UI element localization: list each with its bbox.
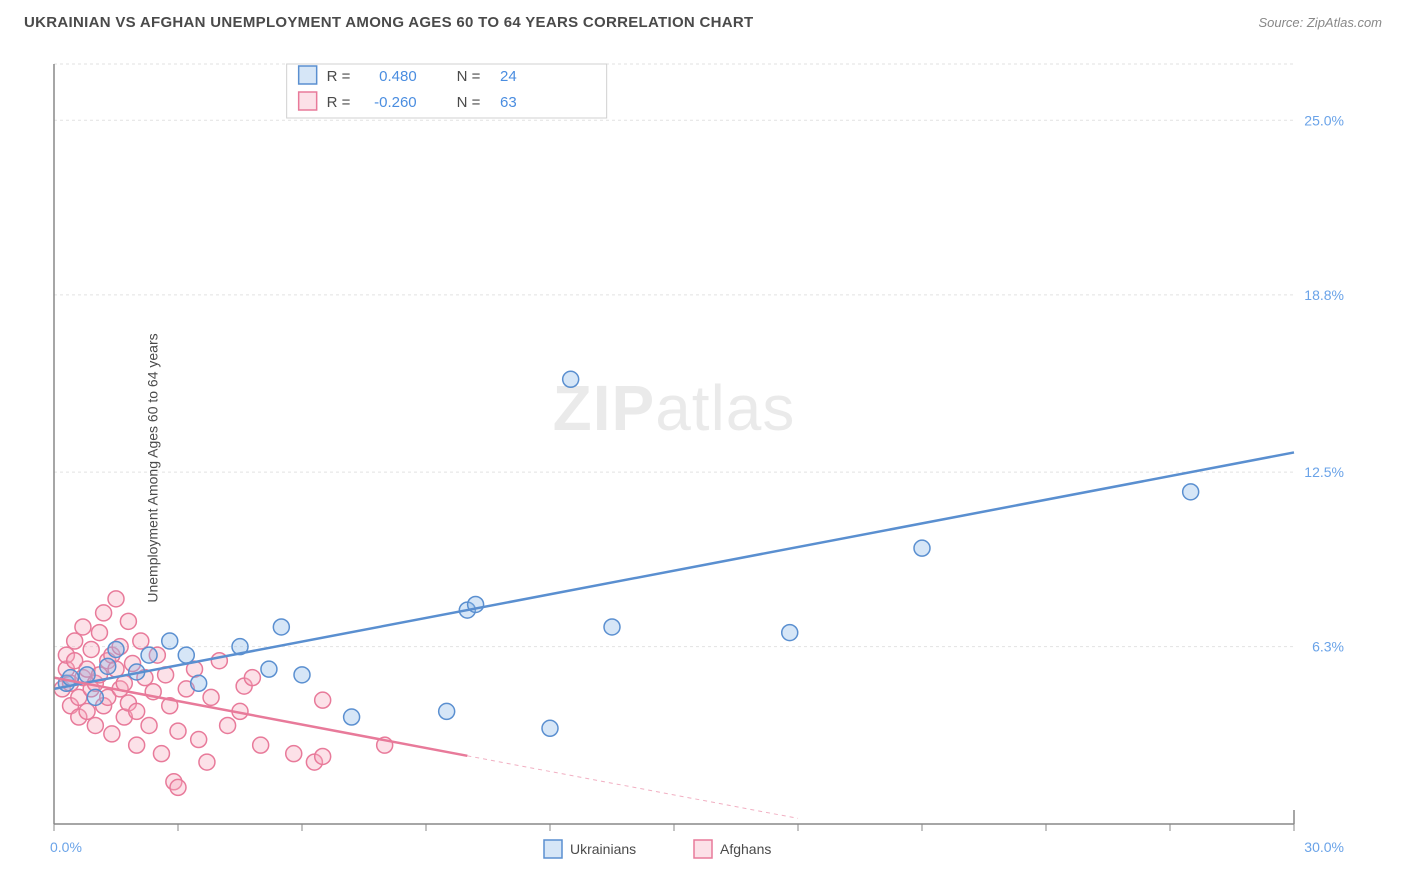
data-point bbox=[83, 641, 99, 657]
data-point bbox=[170, 723, 186, 739]
data-point bbox=[91, 625, 107, 641]
y-tick-label: 12.5% bbox=[1304, 464, 1344, 480]
data-point bbox=[261, 661, 277, 677]
data-point bbox=[782, 625, 798, 641]
data-point bbox=[63, 670, 79, 686]
data-point bbox=[563, 371, 579, 387]
svg-text:R =: R = bbox=[327, 94, 351, 111]
data-point bbox=[153, 746, 169, 762]
svg-text:24: 24 bbox=[500, 68, 517, 85]
data-point bbox=[129, 703, 145, 719]
data-point bbox=[108, 591, 124, 607]
y-tick-label: 18.8% bbox=[1304, 287, 1344, 303]
series-legend: Ukrainians Afghans bbox=[544, 840, 771, 858]
chart-title: UKRAINIAN VS AFGHAN UNEMPLOYMENT AMONG A… bbox=[24, 14, 754, 31]
data-point bbox=[133, 633, 149, 649]
data-point bbox=[162, 633, 178, 649]
svg-text:R =: R = bbox=[327, 68, 351, 85]
y-tick-label: 25.0% bbox=[1304, 112, 1344, 128]
data-point bbox=[108, 641, 124, 657]
data-point bbox=[315, 692, 331, 708]
data-point bbox=[67, 633, 83, 649]
data-point bbox=[344, 709, 360, 725]
data-point bbox=[191, 675, 207, 691]
data-point bbox=[104, 726, 120, 742]
x-tick-label: 30.0% bbox=[1304, 839, 1344, 855]
data-point bbox=[439, 703, 455, 719]
data-point bbox=[141, 717, 157, 733]
data-point bbox=[220, 717, 236, 733]
svg-text:-0.260: -0.260 bbox=[374, 94, 417, 111]
x-tick-label: 0.0% bbox=[50, 839, 82, 855]
watermark: ZIPatlas bbox=[553, 372, 796, 444]
data-point bbox=[87, 717, 103, 733]
correlation-legend: R = 0.480 N = 24 R = -0.260 N = 63 bbox=[287, 64, 607, 118]
data-point bbox=[1183, 484, 1199, 500]
legend-label: Afghans bbox=[720, 841, 771, 857]
correlation-scatter-chart: 6.3% 12.5% 18.8% 25.0% ZIPatlas 0.0% 30.0% R = 0… bbox=[24, 54, 1354, 880]
data-point bbox=[253, 737, 269, 753]
source-attribution: Source: ZipAtlas.com bbox=[1258, 15, 1382, 30]
data-point bbox=[203, 689, 219, 705]
svg-text:63: 63 bbox=[500, 94, 517, 111]
data-point bbox=[141, 647, 157, 663]
data-point bbox=[604, 619, 620, 635]
svg-text:N =: N = bbox=[457, 94, 481, 111]
svg-text:N =: N = bbox=[457, 68, 481, 85]
trend-line bbox=[54, 452, 1294, 688]
data-point bbox=[542, 720, 558, 736]
data-point bbox=[286, 746, 302, 762]
data-point bbox=[79, 703, 95, 719]
data-point bbox=[199, 754, 215, 770]
data-point bbox=[87, 689, 103, 705]
data-point bbox=[100, 658, 116, 674]
data-point bbox=[96, 605, 112, 621]
data-point bbox=[75, 619, 91, 635]
y-axis-label: Unemployment Among Ages 60 to 64 years bbox=[145, 333, 161, 602]
data-point bbox=[273, 619, 289, 635]
data-point bbox=[914, 540, 930, 556]
data-point bbox=[120, 613, 136, 629]
y-tick-label: 6.3% bbox=[1312, 639, 1344, 655]
data-point bbox=[170, 779, 186, 795]
legend-label: Ukrainians bbox=[570, 841, 636, 857]
data-point bbox=[244, 670, 260, 686]
data-point bbox=[191, 732, 207, 748]
trend-line-extrapolated bbox=[467, 756, 798, 819]
data-point bbox=[178, 647, 194, 663]
data-point bbox=[315, 748, 331, 764]
data-point bbox=[129, 737, 145, 753]
svg-text:0.480: 0.480 bbox=[379, 68, 417, 85]
data-point bbox=[294, 667, 310, 683]
